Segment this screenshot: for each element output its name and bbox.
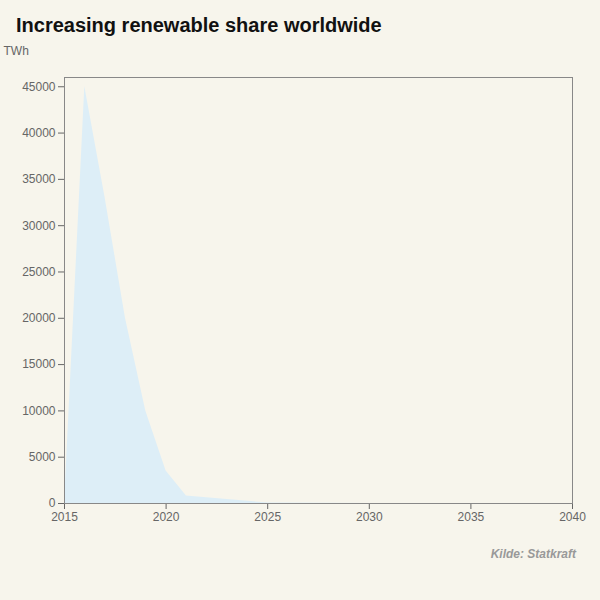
svg-text:2020: 2020: [153, 510, 180, 524]
svg-text:15000: 15000: [22, 357, 56, 371]
svg-text:20000: 20000: [22, 311, 56, 325]
svg-text:TWh: TWh: [4, 44, 29, 58]
svg-text:2035: 2035: [458, 510, 485, 524]
svg-text:2025: 2025: [254, 510, 281, 524]
svg-text:10000: 10000: [22, 404, 56, 418]
html-text:Kilde: Statkraft: Kilde: Statkraft: [490, 547, 576, 561]
svg-text:2030: 2030: [356, 510, 383, 524]
svg-text:40000: 40000: [22, 126, 56, 140]
svg-text:0: 0: [49, 496, 56, 510]
html-text:Increasing renewable share wor: Increasing renewable share worldwide: [16, 14, 382, 36]
svg-text:25000: 25000: [22, 265, 56, 279]
svg-text:30000: 30000: [22, 219, 56, 233]
svg-text:5000: 5000: [29, 450, 56, 464]
svg-text:45000: 45000: [22, 80, 56, 94]
svg-text:35000: 35000: [22, 172, 56, 186]
svg-text:2040: 2040: [559, 510, 586, 524]
svg-text:2015: 2015: [51, 510, 78, 524]
